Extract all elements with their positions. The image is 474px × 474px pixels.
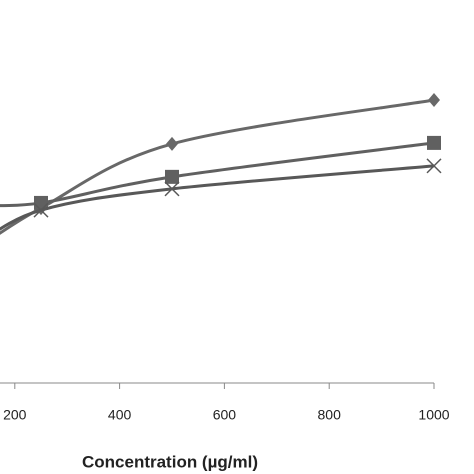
marker: [427, 135, 441, 150]
x-tick-label: 400: [108, 407, 132, 423]
series-line: [0, 141, 435, 208]
marker: [426, 158, 442, 174]
marker: [428, 93, 440, 108]
marker: [33, 202, 49, 218]
marker: [164, 181, 180, 197]
series-line: [0, 164, 435, 231]
x-tick-label: 600: [213, 407, 237, 423]
marker: [166, 136, 178, 151]
marker: [165, 169, 179, 184]
x-tick-label: 800: [318, 407, 342, 423]
x-axis-label: Concentration (µg/ml): [82, 452, 258, 471]
x-tick-label: 200: [3, 407, 27, 423]
series-line: [0, 98, 435, 235]
x-tick-label: 1000: [418, 407, 449, 423]
